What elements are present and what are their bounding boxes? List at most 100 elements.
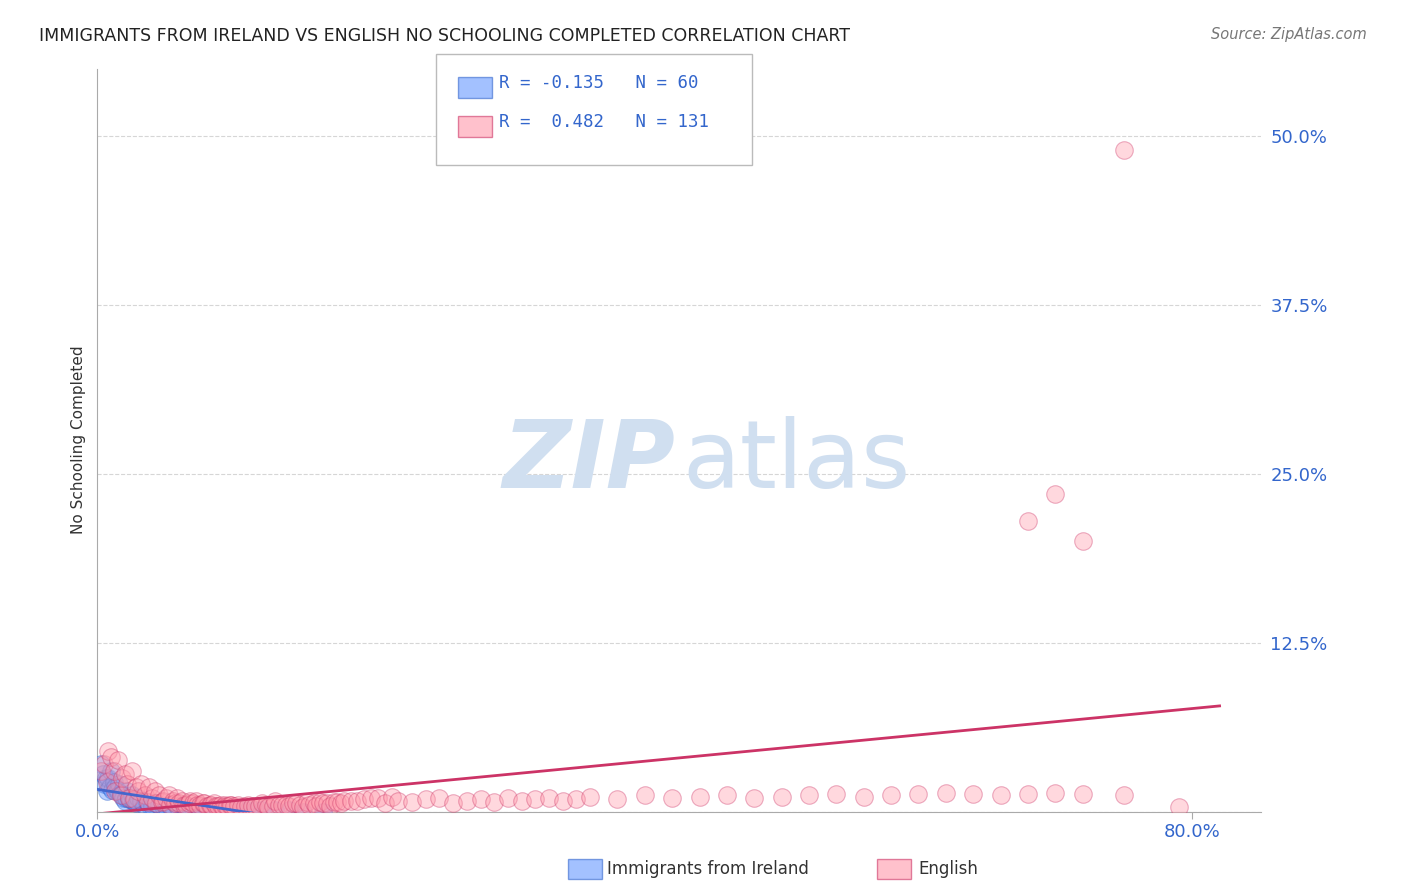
Point [1017,787,1039,801]
Point [381,789,404,804]
Point [188,803,211,817]
Point [456,794,478,808]
Point [202,797,225,811]
Point [323,795,346,809]
Point [124,794,146,808]
Point [312,797,335,811]
Point [202,803,225,817]
Point [353,792,375,806]
Point [281,797,304,811]
Point [90,757,112,772]
Point [200,797,222,812]
Point [124,780,146,795]
Point [1045,786,1067,800]
Point [284,797,307,811]
Point [112,791,135,805]
Point [429,791,451,805]
Point [143,797,166,811]
Point [129,794,152,808]
Point [138,780,160,795]
Point [360,791,382,805]
Point [195,799,218,814]
Point [94,771,117,785]
Point [962,787,984,801]
Point [107,784,129,798]
Point [250,803,273,817]
Point [172,794,194,808]
Point [169,797,191,811]
Point [162,800,184,814]
Point [148,797,170,812]
Point [179,800,201,814]
Text: R = -0.135   N = 60: R = -0.135 N = 60 [499,74,699,92]
Point [374,797,396,811]
Point [150,795,173,809]
Point [195,802,218,816]
Point [346,794,368,808]
Point [990,789,1012,803]
Point [148,789,170,803]
Point [124,797,146,811]
Point [90,764,112,778]
Point [309,795,332,809]
Point [496,791,519,805]
Point [103,774,125,789]
Point [165,797,187,811]
Point [229,803,252,817]
Point [118,792,141,806]
Point [825,787,848,801]
Point [166,791,188,805]
Point [104,780,127,795]
Point [880,789,903,803]
Point [127,791,149,805]
Point [298,797,321,812]
Point [254,797,277,812]
Point [339,794,361,808]
Point [125,795,148,809]
Point [198,797,221,812]
Point [441,797,464,811]
Point [184,794,207,808]
Point [233,799,256,814]
Point [634,789,657,803]
Point [221,797,243,812]
Point [716,789,738,803]
Point [1071,787,1094,801]
Point [907,787,929,801]
Point [257,800,280,814]
Point [136,795,159,809]
Point [269,797,291,812]
Point [209,803,232,817]
Point [250,797,273,811]
Point [127,784,149,798]
Point [243,799,266,814]
Point [121,789,143,803]
Point [191,797,214,811]
Point [100,764,122,778]
Point [332,794,354,808]
Point [305,799,328,814]
Point [181,802,204,816]
Point [770,789,793,804]
Point [291,805,314,819]
Point [101,783,124,797]
Text: Immigrants from Ireland: Immigrants from Ireland [607,860,810,878]
Point [179,794,201,808]
Point [797,789,820,803]
Point [129,777,152,791]
Point [93,757,115,772]
Point [166,799,188,814]
Point [155,791,177,805]
Point [143,784,166,798]
Point [537,791,560,805]
Point [173,797,195,812]
Text: R =  0.482   N = 131: R = 0.482 N = 131 [499,113,709,131]
Point [217,803,239,817]
Point [157,789,180,803]
Y-axis label: No Schooling Completed: No Schooling Completed [72,346,86,534]
Point [96,774,118,789]
Point [176,797,198,812]
Point [1167,800,1189,814]
Point [98,780,121,795]
Point [117,784,139,798]
